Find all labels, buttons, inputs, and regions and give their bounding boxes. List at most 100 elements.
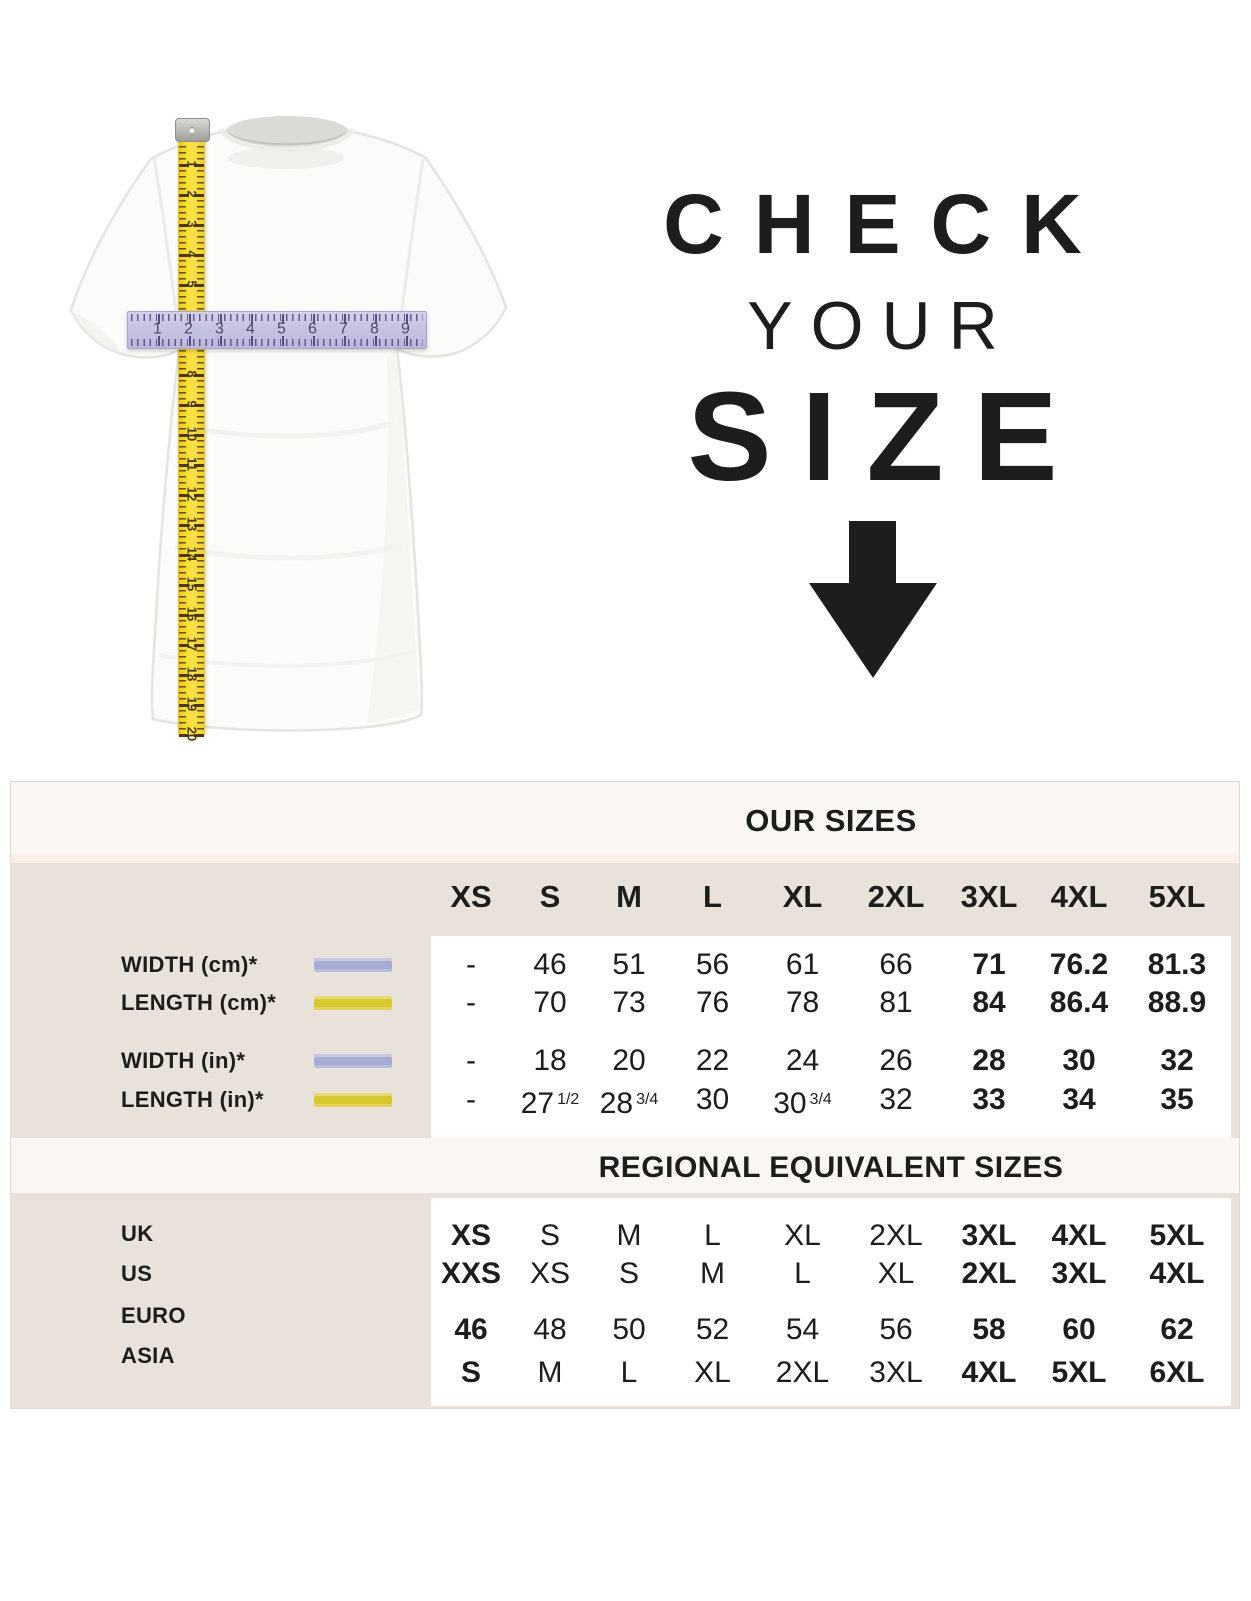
region-row-label: EURO bbox=[121, 1303, 186, 1328]
region-row-label: US bbox=[121, 1261, 153, 1286]
size-cell: 30 bbox=[695, 1083, 730, 1116]
tick-mark bbox=[313, 314, 315, 324]
horizontal-ruler-icon: 1 2 3 4 5 6 7 8 9 bbox=[127, 311, 427, 349]
row-label-text: LENGTH (in)* bbox=[121, 1087, 264, 1112]
tick-mark bbox=[313, 336, 315, 346]
ruler-number: 2 bbox=[184, 320, 193, 338]
size-cell: L bbox=[704, 1219, 721, 1252]
size-header-row: XS S M L XL 2XL 3XL 4XL 5XL bbox=[431, 872, 1231, 922]
arrow-head bbox=[808, 583, 937, 678]
size-cell: 3XL bbox=[961, 1219, 1017, 1252]
tick-mark bbox=[179, 404, 189, 407]
size-cell: L bbox=[794, 1257, 811, 1290]
regional-row: XXS XS S M L XL 2XL 3XL 4XL bbox=[431, 1254, 1231, 1294]
size-cell: 46 bbox=[533, 948, 567, 981]
size-cell: 81 bbox=[879, 986, 913, 1019]
size-cell: 28 3/4 bbox=[599, 1087, 659, 1120]
size-cell: 84 bbox=[972, 986, 1006, 1019]
measurement-row-label: LENGTH (cm)* bbox=[121, 983, 426, 1023]
region-row-label: UK bbox=[121, 1221, 154, 1246]
size-cell: 86.4 bbox=[1049, 986, 1109, 1019]
size-cell: 22 bbox=[695, 1044, 730, 1077]
size-cell: 78 bbox=[785, 986, 820, 1019]
ruler-number: 5 bbox=[277, 320, 286, 338]
size-cell: 76.2 bbox=[1049, 948, 1109, 981]
tick-mark bbox=[179, 704, 189, 707]
size-cell: XXS bbox=[440, 1257, 502, 1290]
size-cell: 76 bbox=[695, 986, 730, 1019]
tick-mark bbox=[194, 254, 204, 257]
size-cell: 28 bbox=[972, 1044, 1006, 1077]
measurement-row-label: WIDTH (in)* bbox=[121, 1041, 426, 1081]
our-sizes-band bbox=[11, 782, 1239, 863]
tick-mark bbox=[179, 674, 189, 677]
tick-mark bbox=[179, 194, 189, 197]
size-cell: 2XL bbox=[961, 1257, 1017, 1290]
size-cell: 61 bbox=[785, 948, 820, 981]
measurement-row: - 70 73 76 78 81 84 86.4 88.9 bbox=[431, 983, 1231, 1023]
tape-end-clip-icon bbox=[175, 118, 210, 142]
size-cell: - bbox=[466, 1044, 476, 1077]
tick-mark bbox=[194, 644, 204, 647]
ruler-number: 1 bbox=[153, 320, 162, 338]
ruler-number: 3 bbox=[215, 320, 224, 338]
size-column-header: L bbox=[703, 879, 722, 914]
size-cell: 32 bbox=[879, 1083, 913, 1116]
tick-mark bbox=[282, 336, 284, 346]
tick-mark bbox=[179, 614, 189, 617]
tick-mark bbox=[179, 494, 189, 497]
tick-mark bbox=[158, 336, 160, 346]
size-column-header: 4XL bbox=[1050, 879, 1108, 914]
size-cell: 88.9 bbox=[1147, 986, 1207, 1019]
tick-mark bbox=[194, 554, 204, 557]
tick-mark bbox=[282, 314, 284, 324]
row-label-text: LENGTH (cm)* bbox=[121, 990, 277, 1015]
size-cell: XS bbox=[529, 1257, 571, 1290]
vertical-measuring-tape-icon: 1234567891011121314151617181920 bbox=[175, 118, 210, 741]
size-cell: 58 bbox=[972, 1313, 1006, 1346]
size-cell: XL bbox=[694, 1356, 731, 1389]
size-column-header: S bbox=[539, 879, 561, 914]
size-cell: 3XL bbox=[1051, 1257, 1107, 1290]
headline-check: CHECK bbox=[663, 177, 1112, 271]
tick-mark bbox=[194, 404, 204, 407]
tick-mark bbox=[194, 524, 204, 527]
size-cell: 54 bbox=[785, 1313, 820, 1346]
tick-mark bbox=[179, 734, 189, 737]
ruler-number: 7 bbox=[339, 320, 348, 338]
size-column-header: XL bbox=[782, 879, 823, 914]
size-cell: M bbox=[700, 1257, 725, 1290]
our-sizes-title: OUR SIZES bbox=[745, 803, 917, 838]
size-cell: 52 bbox=[695, 1313, 730, 1346]
tshirt-illustration: 1234567891011121314151617181920 1 2 3 4 5 6 7 8… bbox=[55, 95, 515, 745]
size-cell: 32 bbox=[1160, 1044, 1194, 1077]
size-cell: - bbox=[466, 948, 476, 981]
size-cell: 6XL bbox=[1149, 1356, 1205, 1389]
tick-mark bbox=[179, 284, 189, 287]
tick-mark bbox=[194, 494, 204, 497]
size-column-header: 2XL bbox=[867, 879, 925, 914]
headline-your: YOUR bbox=[747, 288, 1016, 364]
headline: CHECK YOUR SIZE bbox=[600, 0, 1145, 745]
tick-mark bbox=[194, 704, 204, 707]
size-cell: 60 bbox=[1062, 1313, 1096, 1346]
tick-mark bbox=[375, 314, 377, 324]
size-cell: 4XL bbox=[1051, 1219, 1107, 1252]
size-cell: 4XL bbox=[961, 1356, 1017, 1389]
size-cell: XS bbox=[450, 1219, 492, 1252]
size-cell: 46 bbox=[454, 1313, 488, 1346]
tick-mark bbox=[179, 224, 189, 227]
tick-mark bbox=[344, 314, 346, 324]
measurement-row: - 18 20 22 24 26 28 30 32 bbox=[431, 1041, 1231, 1081]
tick-mark bbox=[194, 224, 204, 227]
tick-mark bbox=[194, 734, 204, 737]
size-cell: 73 bbox=[612, 986, 646, 1019]
tick-mark bbox=[179, 584, 189, 587]
size-cell: 81.3 bbox=[1147, 948, 1207, 981]
size-cell: 27 1/2 bbox=[520, 1087, 580, 1120]
tick-mark bbox=[179, 464, 189, 467]
size-cell: - bbox=[466, 1083, 476, 1116]
tick-mark bbox=[179, 434, 189, 437]
tick-mark bbox=[194, 374, 204, 377]
